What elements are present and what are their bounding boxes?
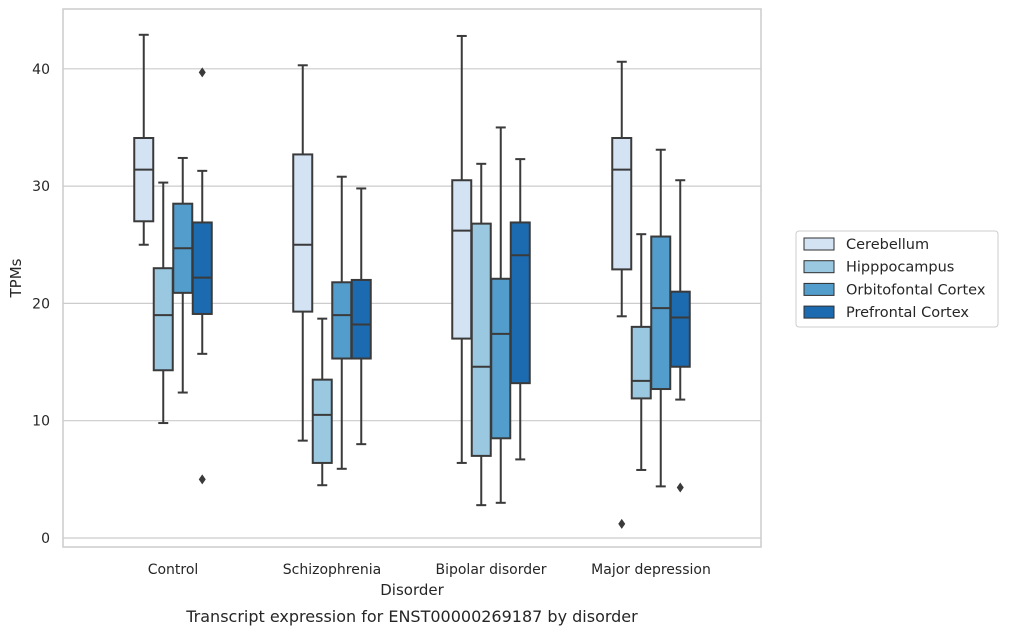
y-tick-label: 0: [41, 531, 50, 547]
box-3-1: [350, 187, 372, 446]
box-1-0: [152, 181, 174, 425]
box-0-3: [611, 60, 633, 529]
chart-caption: Transcript expression for ENST0000026918…: [185, 607, 638, 626]
legend-swatch: [803, 282, 835, 296]
box-1-1: [311, 317, 333, 487]
box-iqr: [331, 281, 353, 360]
x-tick-label: Schizophrenia: [283, 562, 381, 578]
box-2-0: [172, 156, 194, 394]
x-tick-labels: Control Schizophrenia Bipolar disorder Majo…: [148, 562, 711, 578]
box-2-1: [331, 175, 353, 470]
box-iqr: [191, 221, 213, 315]
box-0-1: [292, 64, 314, 442]
box-plot-series: [133, 33, 691, 529]
box-1-3: [630, 233, 652, 471]
legend-label: Hipppocampus: [846, 260, 954, 276]
y-tick-label: 30: [32, 179, 50, 195]
legend-item: Cerebellum: [803, 237, 929, 253]
box-iqr: [630, 325, 652, 400]
x-tick-label: Bipolar disorder: [435, 562, 546, 578]
legend-label: Orbitofontal Cortex: [846, 282, 986, 298]
legend-items: Cerebellum Hipppocampus Orbitofontal Corte…: [803, 237, 986, 321]
box-iqr: [152, 267, 174, 372]
legend-label: Prefrontal Cortex: [846, 305, 969, 321]
y-tick-label: 10: [32, 414, 50, 430]
y-tick-labels: 0 10 20 30 40: [32, 62, 50, 547]
x-tick-label: Control: [148, 562, 199, 578]
outlier-point: [198, 474, 206, 485]
box-iqr: [611, 137, 633, 271]
y-tick-label: 40: [32, 62, 50, 78]
legend-item: Hipppocampus: [803, 260, 954, 276]
y-tick-label: 20: [32, 296, 50, 312]
box-iqr: [650, 235, 672, 391]
box-iqr: [133, 137, 155, 223]
box-iqr: [669, 290, 691, 368]
plot-frame: [62, 8, 762, 548]
outlier-point: [676, 482, 684, 493]
legend-item: Orbitofontal Cortex: [803, 282, 986, 298]
outlier-point: [618, 518, 626, 529]
box-0-0: [133, 33, 155, 246]
legend-swatch: [803, 305, 835, 319]
box-iqr: [311, 378, 333, 464]
box-3-2: [509, 158, 531, 461]
legend-swatch: [803, 260, 835, 274]
box-0-2: [451, 34, 473, 464]
legend: Cerebellum Hipppocampus Orbitofontal Corte…: [795, 230, 999, 328]
box-2-3: [650, 148, 672, 488]
box-3-3: [669, 179, 691, 493]
box-iqr: [490, 277, 512, 440]
legend-swatch: [803, 237, 835, 251]
box-iqr: [451, 179, 473, 340]
box-1-2: [470, 162, 492, 507]
box-iqr: [509, 221, 531, 385]
box-iqr: [350, 278, 372, 360]
x-axis-label: Disorder: [380, 581, 444, 599]
box-2-2: [490, 126, 512, 504]
box-iqr: [292, 153, 314, 313]
y-axis-label: TPMs: [7, 258, 25, 298]
legend-item: Prefrontal Cortex: [803, 305, 969, 321]
x-tick-label: Major depression: [591, 562, 711, 578]
box-3-0: [191, 67, 213, 485]
grid-lines: [63, 68, 761, 539]
legend-frame: [795, 230, 999, 328]
box-iqr: [470, 222, 492, 457]
outlier-point: [198, 67, 206, 78]
legend-label: Cerebellum: [846, 237, 929, 253]
